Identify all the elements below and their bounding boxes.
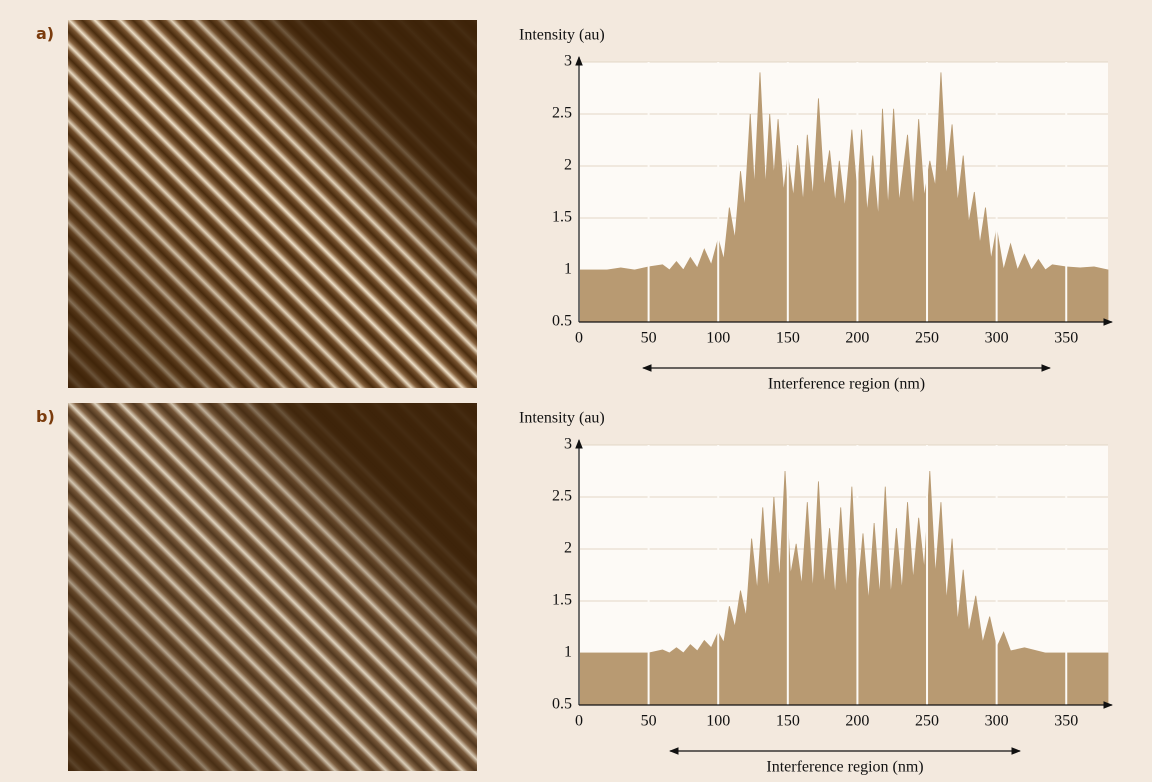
x-tick-label: 100 — [706, 330, 730, 347]
x-tick-label: 300 — [985, 713, 1009, 730]
stripe-image — [68, 403, 477, 771]
panel-label: b) — [36, 407, 55, 426]
x-tick-label: 250 — [915, 713, 939, 730]
area — [578, 470, 1109, 706]
y-tick-label: 1 — [564, 644, 572, 661]
x-tick-label: 300 — [985, 330, 1009, 347]
x-tick-label: 100 — [706, 713, 730, 730]
y-tick-label: 1.5 — [552, 209, 572, 226]
x-tick-label: 50 — [641, 713, 657, 730]
annotation: Interference region (nm) — [766, 759, 923, 776]
y-tick-label: 2.5 — [552, 105, 572, 122]
y-tick-label: 0.5 — [552, 696, 572, 713]
x-tick-label: 250 — [915, 330, 939, 347]
x-tick-label: 0 — [575, 713, 583, 730]
stripe-image — [68, 20, 477, 388]
x-tick-label: 350 — [1054, 713, 1078, 730]
y-tick-label: 0.5 — [552, 313, 572, 330]
x-tick-label: 50 — [641, 330, 657, 347]
y-tick-label: 2.5 — [552, 488, 572, 505]
y-axis-title: Intensity (au) — [519, 410, 605, 427]
y-tick-label: 2 — [564, 157, 572, 174]
y-tick-label: 1 — [564, 261, 572, 278]
x-tick-label: 150 — [776, 713, 800, 730]
y-tick-label: 3 — [564, 436, 572, 453]
y-tick-label: 2 — [564, 540, 572, 557]
y-axis-title: Intensity (au) — [519, 27, 605, 44]
area — [578, 72, 1109, 323]
annotation: Interference region (nm) — [768, 376, 925, 393]
panel-label: a) — [36, 24, 55, 43]
y-tick-label: 1.5 — [552, 592, 572, 609]
x-tick-label: 200 — [845, 713, 869, 730]
x-tick-label: 350 — [1054, 330, 1078, 347]
x-tick-label: 150 — [776, 330, 800, 347]
x-tick-label: 200 — [845, 330, 869, 347]
y-tick-label: 3 — [564, 53, 572, 70]
x-tick-label: 0 — [575, 330, 583, 347]
